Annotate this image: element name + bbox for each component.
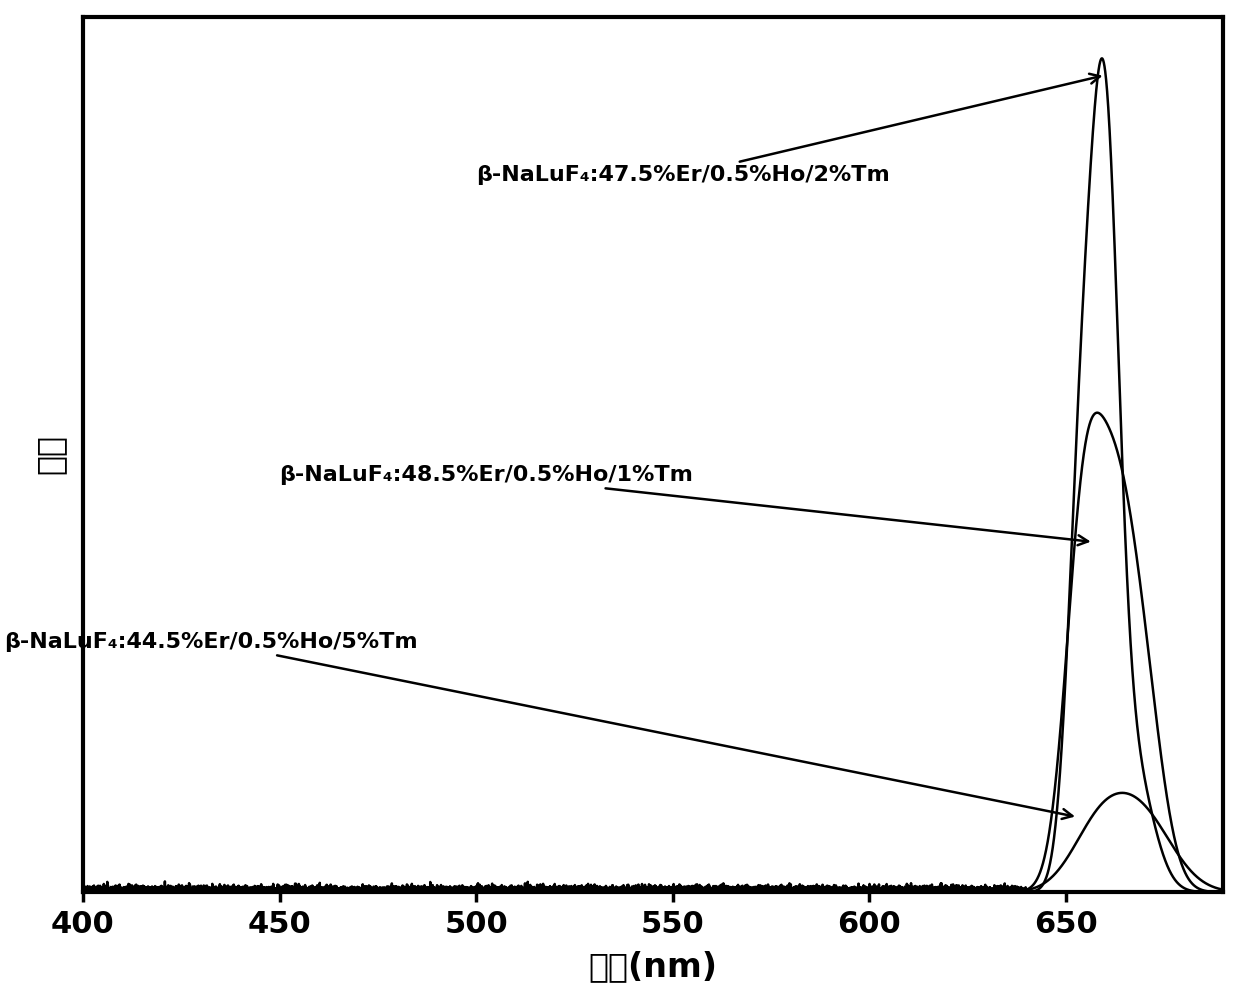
Text: β-NaLuF₄:48.5%Er/0.5%Ho/1%Tm: β-NaLuF₄:48.5%Er/0.5%Ho/1%Tm (279, 465, 1087, 545)
Text: β-NaLuF₄:47.5%Er/0.5%Ho/2%Tm: β-NaLuF₄:47.5%Er/0.5%Ho/2%Tm (476, 74, 1100, 185)
Y-axis label: 强度: 强度 (33, 434, 66, 474)
Text: β-NaLuF₄:44.5%Er/0.5%Ho/5%Tm: β-NaLuF₄:44.5%Er/0.5%Ho/5%Tm (4, 632, 1073, 819)
X-axis label: 波长(nm): 波长(nm) (589, 950, 718, 983)
